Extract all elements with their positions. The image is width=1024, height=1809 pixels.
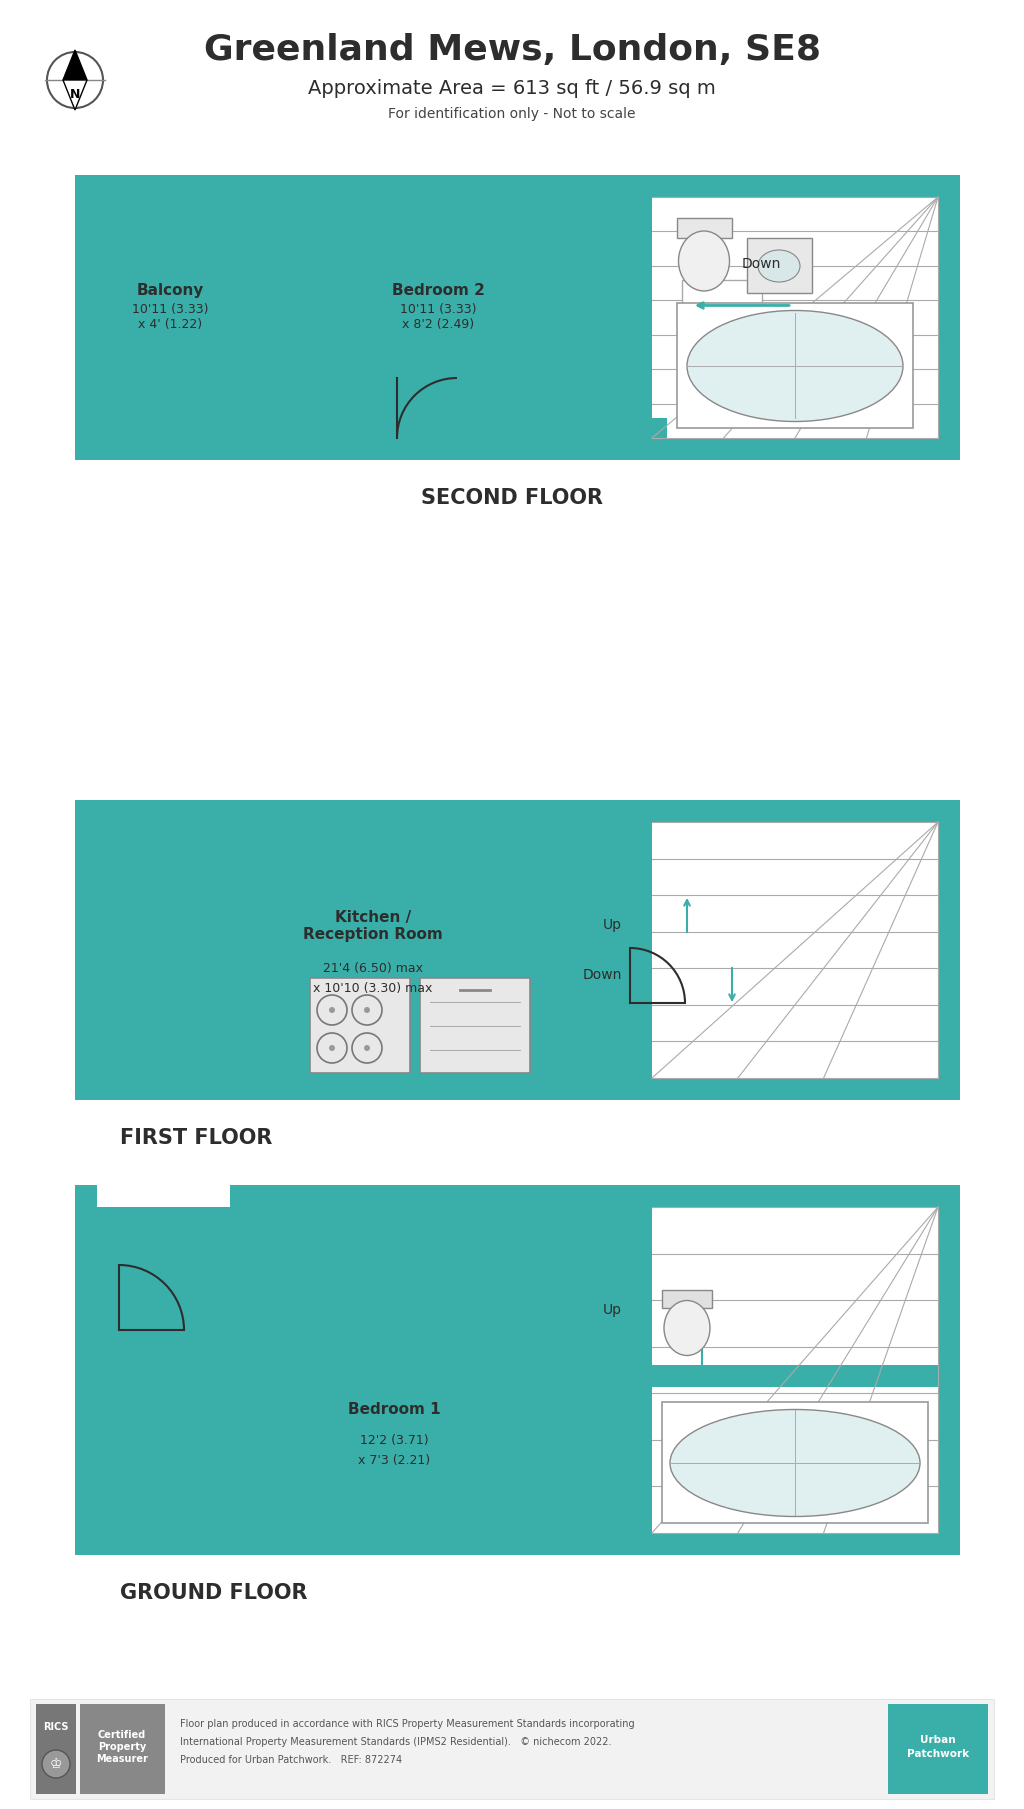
Bar bbox=[682, 280, 762, 331]
Text: Certified
Property
Measurer: Certified Property Measurer bbox=[96, 1729, 147, 1764]
Bar bbox=[652, 1207, 938, 1532]
Text: Reception Room: Reception Room bbox=[303, 926, 442, 942]
Text: x 10'10 (3.30) max: x 10'10 (3.30) max bbox=[313, 982, 433, 995]
Text: Up: Up bbox=[603, 917, 622, 932]
Bar bbox=[75, 800, 961, 1100]
Bar bbox=[97, 197, 255, 438]
Text: Bedroom 2: Bedroom 2 bbox=[391, 282, 484, 298]
Bar bbox=[97, 438, 255, 459]
Bar bbox=[630, 197, 652, 438]
Bar bbox=[97, 821, 124, 1078]
Bar bbox=[746, 239, 812, 293]
Text: 12'2 (3.71): 12'2 (3.71) bbox=[359, 1435, 428, 1447]
Text: Up: Up bbox=[603, 1302, 622, 1317]
Bar bbox=[652, 1366, 938, 1388]
Bar bbox=[278, 438, 397, 459]
Text: 10'11 (3.33)
x 4' (1.22): 10'11 (3.33) x 4' (1.22) bbox=[132, 302, 208, 331]
Bar bbox=[652, 197, 938, 438]
Bar bbox=[119, 1308, 252, 1330]
Bar bbox=[310, 979, 410, 1073]
Bar bbox=[677, 302, 913, 429]
Text: 10'11 (3.33)
x 8'2 (2.49): 10'11 (3.33) x 8'2 (2.49) bbox=[399, 302, 476, 331]
Text: GROUND FLOOR: GROUND FLOOR bbox=[120, 1583, 307, 1603]
Text: FIRST FLOOR: FIRST FLOOR bbox=[120, 1129, 272, 1149]
Text: International Property Measurement Standards (IPMS2 Residential).   © nichecom 2: International Property Measurement Stand… bbox=[180, 1737, 611, 1747]
Circle shape bbox=[364, 1046, 370, 1051]
Text: 21'4 (6.50) max: 21'4 (6.50) max bbox=[323, 962, 423, 975]
Bar bbox=[255, 270, 278, 459]
Text: SECOND FLOOR: SECOND FLOOR bbox=[421, 488, 603, 508]
Bar bbox=[36, 1704, 76, 1795]
Text: Kitchen /: Kitchen / bbox=[335, 910, 411, 924]
Bar bbox=[677, 219, 732, 239]
Polygon shape bbox=[63, 80, 87, 110]
Bar bbox=[97, 1185, 230, 1207]
Bar bbox=[97, 197, 938, 438]
Ellipse shape bbox=[679, 232, 729, 291]
Text: N: N bbox=[70, 87, 80, 101]
Bar bbox=[652, 821, 938, 1078]
Bar bbox=[97, 1207, 124, 1532]
Bar bbox=[97, 1207, 938, 1532]
Bar bbox=[80, 1704, 165, 1795]
Bar bbox=[97, 999, 119, 1078]
Ellipse shape bbox=[664, 1301, 710, 1355]
Text: Produced for Urban Patchwork.   REF: 872274: Produced for Urban Patchwork. REF: 87227… bbox=[180, 1755, 402, 1766]
Ellipse shape bbox=[670, 1409, 920, 1516]
Bar bbox=[630, 1207, 652, 1532]
Text: Approximate Area = 613 sq ft / 56.9 sq m: Approximate Area = 613 sq ft / 56.9 sq m bbox=[308, 80, 716, 98]
Bar bbox=[97, 1453, 119, 1532]
Bar bbox=[420, 979, 530, 1073]
Bar bbox=[30, 1699, 994, 1798]
Ellipse shape bbox=[687, 311, 903, 421]
Text: For identification only - Not to scale: For identification only - Not to scale bbox=[388, 107, 636, 121]
Circle shape bbox=[42, 1749, 70, 1778]
Text: Floor plan produced in accordance with RICS Property Measurement Standards incor: Floor plan produced in accordance with R… bbox=[180, 1719, 635, 1729]
Bar bbox=[75, 175, 961, 459]
Bar bbox=[97, 1207, 119, 1286]
Polygon shape bbox=[63, 51, 87, 80]
Bar bbox=[75, 1185, 961, 1556]
Bar bbox=[662, 1402, 928, 1523]
Text: Down: Down bbox=[742, 257, 781, 271]
Bar bbox=[630, 821, 652, 1078]
Bar bbox=[97, 821, 938, 1078]
Bar bbox=[517, 438, 630, 459]
Bar bbox=[888, 1704, 988, 1795]
Circle shape bbox=[329, 1008, 335, 1013]
Bar bbox=[662, 1290, 712, 1308]
Text: ♔: ♔ bbox=[50, 1757, 62, 1771]
Text: Down: Down bbox=[583, 968, 622, 982]
Circle shape bbox=[364, 1008, 370, 1013]
Text: RICS: RICS bbox=[43, 1722, 69, 1731]
Text: Greenland Mews, London, SE8: Greenland Mews, London, SE8 bbox=[204, 33, 820, 67]
Ellipse shape bbox=[758, 250, 800, 282]
Text: x 7'3 (2.21): x 7'3 (2.21) bbox=[358, 1454, 430, 1467]
Text: Urban
Patchwork: Urban Patchwork bbox=[907, 1735, 969, 1758]
Circle shape bbox=[329, 1046, 335, 1051]
Bar bbox=[97, 821, 119, 903]
Bar bbox=[615, 378, 652, 438]
Bar bbox=[630, 418, 667, 459]
Text: Balcony: Balcony bbox=[136, 282, 204, 298]
Text: Bedroom 1: Bedroom 1 bbox=[348, 1402, 440, 1416]
